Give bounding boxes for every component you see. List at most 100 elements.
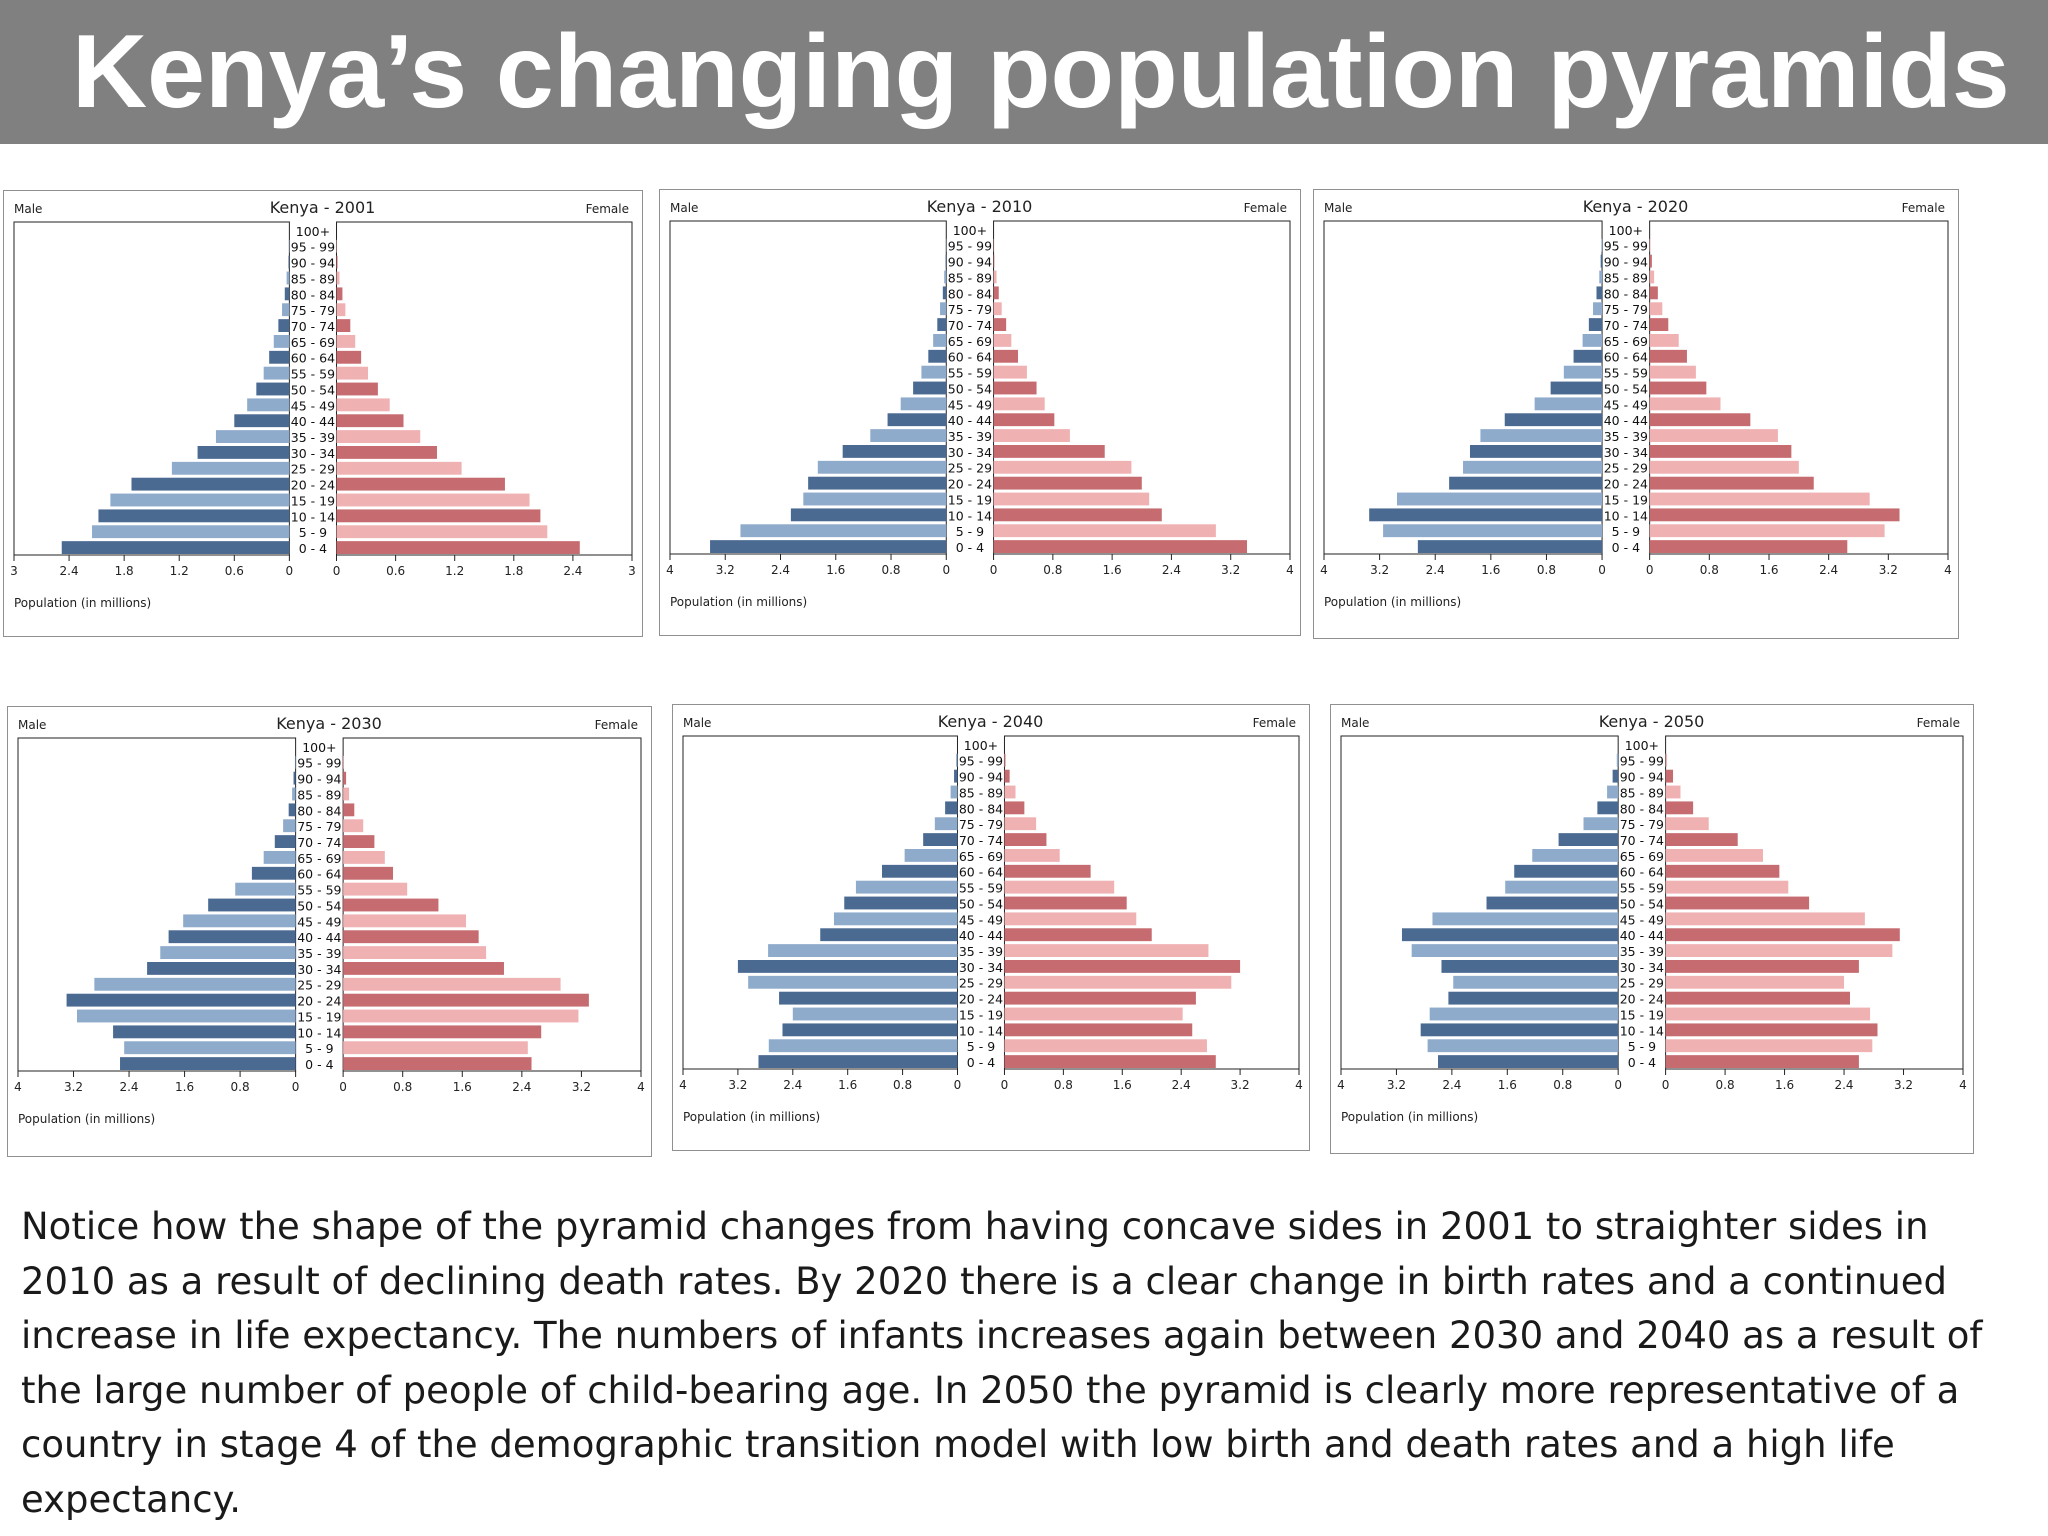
- axis-tick-label: 2.4: [783, 1078, 802, 1092]
- age-group-label: 10 - 14: [948, 508, 992, 523]
- caption-text: Notice how the shape of the pyramid chan…: [21, 1205, 1983, 1521]
- axis-tick-label: 4: [1944, 563, 1952, 577]
- axis-tick-label: 0.8: [1054, 1078, 1073, 1092]
- male-bar: [923, 833, 958, 846]
- male-bar: [1582, 334, 1603, 347]
- female-bar: [1004, 944, 1209, 957]
- age-group-label: 20 - 24: [1604, 477, 1648, 492]
- male-bar: [293, 771, 296, 785]
- female-bar: [993, 302, 1002, 316]
- age-group-label: 50 - 54: [1620, 896, 1664, 911]
- age-group-label: 0 - 4: [967, 1055, 995, 1070]
- axis-tick-label: 0.6: [386, 564, 405, 578]
- male-label: Male: [1324, 201, 1352, 215]
- age-group-label: 75 - 79: [948, 302, 992, 317]
- male-bar: [768, 1039, 958, 1053]
- age-group-label: 15 - 19: [297, 1009, 341, 1024]
- male-bar: [234, 414, 290, 428]
- axis-tick-label: 0: [1662, 1078, 1670, 1092]
- male-bar: [1396, 492, 1603, 506]
- female-bar: [336, 493, 530, 507]
- female-bar: [1665, 864, 1780, 878]
- female-bar: [1004, 769, 1010, 783]
- female-bar: [1004, 912, 1137, 926]
- female-bar: [336, 366, 369, 380]
- male-bar: [904, 849, 958, 862]
- female-bar: [1004, 817, 1037, 831]
- male-bar: [92, 525, 290, 539]
- age-group-label: 25 - 29: [948, 461, 992, 476]
- title-banner: Kenya’s changing population pyramids: [0, 0, 2048, 144]
- male-bar: [954, 769, 958, 783]
- axis-tick-label: 4: [679, 1078, 687, 1092]
- female-bar: [1649, 492, 1870, 506]
- female-bar: [1665, 1055, 1859, 1068]
- age-group-label: 40 - 44: [297, 930, 341, 945]
- age-group-label: 80 - 84: [291, 287, 335, 302]
- male-bar: [1612, 769, 1619, 783]
- axis-tick-label: 2.4: [563, 564, 582, 578]
- age-group-label: 50 - 54: [1604, 381, 1648, 396]
- age-group-label: 15 - 19: [291, 493, 335, 508]
- axis-tick-label: 0.8: [1537, 563, 1556, 577]
- axis-tick-label: 4: [1295, 1078, 1303, 1092]
- age-group-label: 35 - 39: [948, 429, 992, 444]
- female-bar: [343, 835, 375, 848]
- age-group-label: 25 - 29: [959, 976, 1003, 991]
- male-bar: [120, 1057, 296, 1070]
- female-bar: [1665, 1007, 1871, 1021]
- male-bar: [1583, 817, 1619, 831]
- male-bar: [881, 864, 958, 878]
- age-group-label: 40 - 44: [1620, 928, 1664, 943]
- age-group-label: 5 - 9: [1612, 524, 1640, 539]
- male-label: Male: [1341, 716, 1369, 730]
- male-bar: [1448, 991, 1619, 1005]
- age-group-label: 75 - 79: [297, 819, 341, 834]
- axis-tick-label: 3: [10, 564, 18, 578]
- chart-title: Kenya - 2050: [1599, 712, 1705, 731]
- age-group-label: 20 - 24: [948, 477, 992, 492]
- axis-tick-label: 4: [1959, 1078, 1967, 1092]
- female-bar: [993, 286, 999, 300]
- axis-tick-label: 4: [666, 563, 674, 577]
- age-group-label: 15 - 19: [948, 492, 992, 507]
- age-group-label: 50 - 54: [948, 381, 992, 396]
- axis-tick-label: 1.8: [504, 564, 523, 578]
- axis-tick-label: 0: [1598, 563, 1606, 577]
- age-group-label: 10 - 14: [291, 509, 335, 524]
- male-bar: [855, 880, 958, 894]
- axis-tick-label: 0: [1001, 1078, 1009, 1092]
- age-group-label: 95 - 99: [297, 756, 341, 771]
- axis-tick-label: 1.2: [170, 564, 189, 578]
- male-bar: [1573, 349, 1603, 363]
- male-bar: [1429, 1007, 1619, 1021]
- male-bar: [1599, 270, 1603, 284]
- axis-tick-label: 3.2: [1231, 1078, 1250, 1092]
- age-group-label: 0 - 4: [1628, 1055, 1656, 1070]
- age-group-label: 30 - 34: [297, 962, 341, 977]
- female-bar: [993, 492, 1150, 506]
- male-bar: [1417, 540, 1603, 553]
- x-axis-label: Population (in millions): [670, 595, 807, 609]
- age-group-label: 90 - 94: [948, 255, 992, 270]
- male-bar: [803, 492, 947, 506]
- age-group-label: 10 - 14: [1620, 1023, 1664, 1038]
- female-bar: [336, 271, 340, 285]
- male-bar: [945, 254, 947, 268]
- axis-tick-label: 3: [628, 564, 636, 578]
- female-bar: [1004, 880, 1115, 894]
- female-bar: [1649, 365, 1696, 379]
- age-group-label: 5 - 9: [305, 1041, 333, 1056]
- axis-tick-label: 3.2: [1894, 1078, 1913, 1092]
- female-bar: [1665, 801, 1694, 815]
- male-bar: [1600, 254, 1603, 268]
- female-bar: [343, 898, 439, 912]
- age-group-label: 100+: [1625, 738, 1659, 753]
- age-group-label: 80 - 84: [1620, 801, 1664, 816]
- age-group-label: 5 - 9: [967, 1039, 995, 1054]
- male-bar: [294, 755, 296, 769]
- female-bar: [343, 1009, 579, 1023]
- age-group-label: 35 - 39: [297, 946, 341, 961]
- axis-tick-label: 1.6: [1113, 1078, 1132, 1092]
